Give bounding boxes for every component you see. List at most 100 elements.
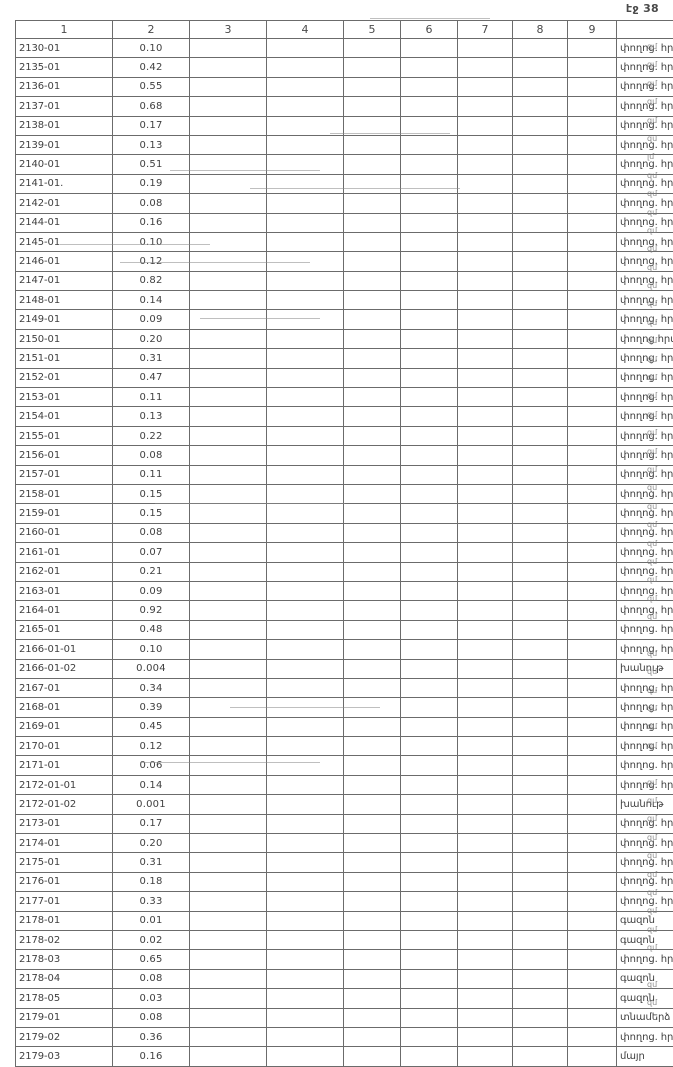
cell-col-7 [458,814,513,833]
cell-area-value: 0.12 [113,252,190,271]
cell-col-6 [401,1047,458,1066]
cell-col-3 [190,950,267,969]
margin-unit-note: զմ [645,130,673,148]
cell-col-4 [267,368,344,387]
cell-parcel-code: 2178-03 [16,950,113,969]
cell-col-7 [458,97,513,116]
cell-col-5 [344,39,401,58]
cell-col-7 [458,465,513,484]
column-header-5: 5 [344,21,401,39]
cell-col-5 [344,872,401,891]
cell-col-9 [568,620,617,639]
margin-unit-note: զմ [645,700,673,718]
cell-parcel-code: 2157-01 [16,465,113,484]
cell-col-7 [458,446,513,465]
cell-col-9 [568,388,617,407]
cell-col-5 [344,1047,401,1066]
cell-col-6 [401,892,458,911]
cell-col-8 [513,543,568,562]
cell-col-6 [401,581,458,600]
cell-col-3 [190,252,267,271]
cell-col-9 [568,989,617,1008]
cell-col-8 [513,911,568,930]
margin-unit-note: զմ [645,406,673,424]
cell-col-4 [267,426,344,445]
cell-col-7 [458,775,513,794]
cell-parcel-code: 2151-01 [16,349,113,368]
margin-unit-note: զմ [645,718,673,736]
table-head: 1 2 3 4 5 6 7 8 9 10 [16,21,673,39]
cell-area-value: 0.11 [113,465,190,484]
cell-col-6 [401,989,458,1008]
cell-col-8 [513,446,568,465]
cell-col-9 [568,698,617,717]
margin-unit-note: զմ [645,663,673,681]
cell-parcel-code: 2135-01 [16,58,113,77]
cell-col-7 [458,329,513,348]
cell-col-7 [458,1027,513,1046]
cell-col-6 [401,310,458,329]
cell-area-value: 0.17 [113,116,190,135]
margin-unit-note: զմ [645,443,673,461]
cell-area-value: 0.39 [113,698,190,717]
margin-unit-note: զմ [645,369,673,387]
cell-col-9 [568,484,617,503]
cell-col-5 [344,853,401,872]
cell-parcel-code: 2158-01 [16,484,113,503]
